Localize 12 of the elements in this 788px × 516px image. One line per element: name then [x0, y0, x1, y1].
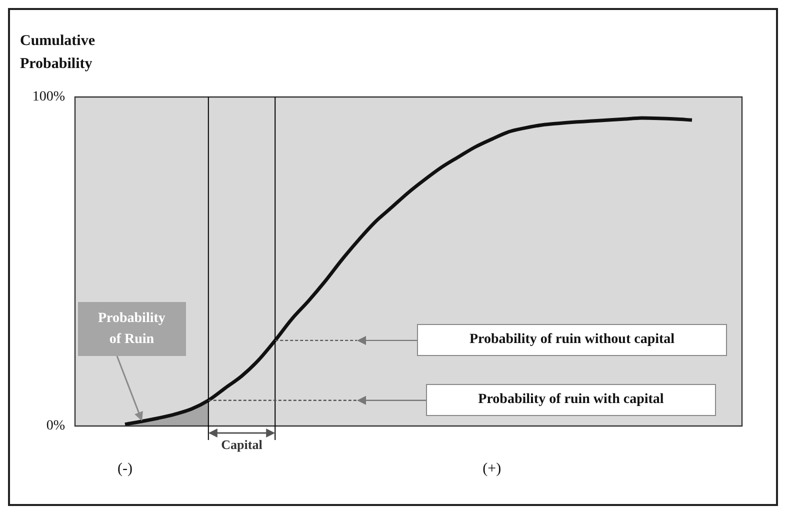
y-axis-title: Cumulative Probability: [20, 32, 96, 74]
text: Capital: [221, 436, 263, 452]
y-tick-label: 0%: [46, 418, 66, 434]
annotation: Probability of Ruin: [96, 310, 166, 350]
x-tick-label: (-): [118, 460, 133, 477]
text-box: Probability of Ruin: [78, 302, 186, 356]
text-box: Probability of ruin without capital: [417, 324, 727, 356]
annotation: Probability of ruin with capital: [478, 391, 664, 410]
annotation: Probability of ruin without capital: [469, 331, 675, 350]
x-tick-label: (+): [482, 460, 502, 477]
y-tick-label: 100%: [32, 90, 66, 105]
text-box: Probability of ruin with capital: [426, 384, 716, 416]
